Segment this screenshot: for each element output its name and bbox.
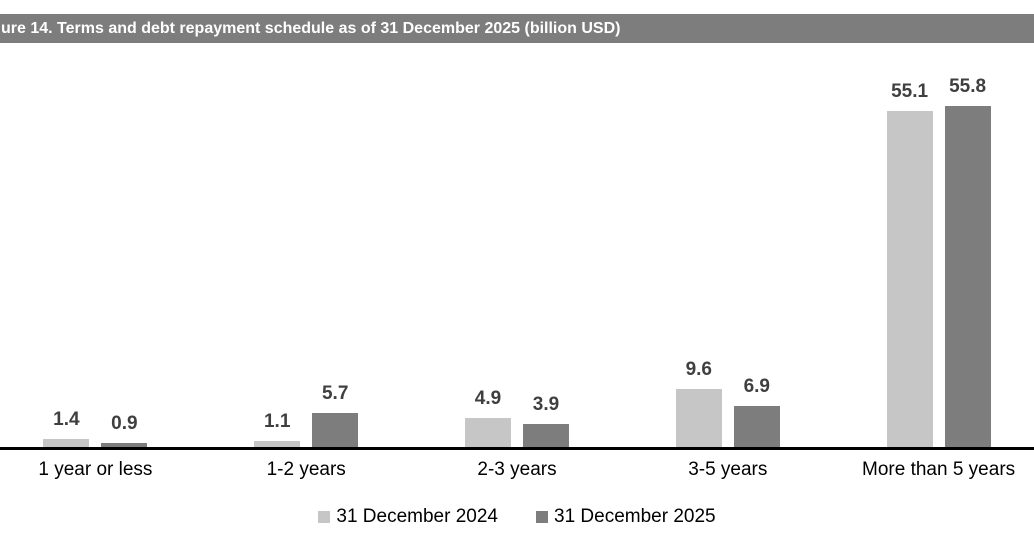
x-axis-label-more-than-5-years: More than 5 years bbox=[862, 459, 1016, 480]
bar-cell: 55.8 bbox=[944, 76, 991, 448]
x-axis-label-1-year-or-less: 1 year or less bbox=[38, 459, 153, 480]
bar-31-december-2024 bbox=[43, 439, 90, 448]
value-label: 1.4 bbox=[53, 409, 80, 431]
bar-cell: 9.6 bbox=[675, 359, 722, 448]
bar-31-december-2025 bbox=[944, 106, 991, 448]
legend-label: 31 December 2024 bbox=[336, 506, 498, 527]
x-axis-label-1-2-years: 1-2 years bbox=[266, 459, 346, 480]
x-axis-label-3-5-years: 3-5 years bbox=[688, 459, 768, 480]
bar-cell: 6.9 bbox=[733, 375, 780, 448]
figure-title: ure 14. Terms and debt repayment schedul… bbox=[1, 20, 621, 37]
value-label: 0.9 bbox=[111, 412, 138, 434]
legend: 31 December 2024 31 December 2025 bbox=[0, 506, 1034, 528]
bar-group-more-than-5-years: 55.1 55.8 bbox=[833, 50, 1034, 448]
bar-31-december-2024 bbox=[675, 389, 722, 448]
bar-cell: 4.9 bbox=[464, 388, 511, 448]
legend-label: 31 December 2025 bbox=[554, 506, 716, 527]
bar-31-december-2025 bbox=[522, 424, 569, 448]
bar-cell: 55.1 bbox=[886, 80, 933, 448]
bar-31-december-2025 bbox=[101, 442, 148, 448]
x-axis-label-2-3-years: 2-3 years bbox=[477, 459, 557, 480]
legend-swatch-31-december-2025 bbox=[536, 511, 548, 523]
bar-31-december-2024 bbox=[886, 110, 933, 448]
bar-group-1-2-years: 1.1 5.7 bbox=[201, 50, 412, 448]
value-label: 9.6 bbox=[685, 359, 712, 381]
value-label: 5.7 bbox=[321, 383, 349, 405]
bar-cell: 1.4 bbox=[43, 409, 90, 448]
value-label: 3.9 bbox=[532, 394, 560, 416]
bar-group-1-year-or-less: 1.4 0.9 bbox=[0, 50, 201, 448]
value-label: 4.9 bbox=[474, 388, 502, 409]
figure-title-bar: ure 14. Terms and debt repayment schedul… bbox=[0, 14, 1034, 43]
bar-cell: 5.7 bbox=[312, 383, 359, 448]
bar-cell: 3.9 bbox=[522, 394, 569, 448]
bar-31-december-2024 bbox=[464, 418, 511, 448]
plot-area: 1.4 0.9 1.1 5.7 4.9 3.9 9.6 6.9 55.1 55.8 bbox=[0, 50, 1034, 448]
legend-item-31-december-2025: 31 December 2025 bbox=[536, 506, 716, 528]
x-axis-line bbox=[0, 447, 1034, 450]
value-label: 6.9 bbox=[743, 375, 770, 397]
value-label: 1.1 bbox=[263, 411, 291, 433]
value-label: 55.8 bbox=[949, 76, 987, 98]
legend-swatch-31-december-2024 bbox=[318, 511, 331, 523]
bar-cell: 0.9 bbox=[101, 412, 148, 448]
bar-group-3-5-years: 9.6 6.9 bbox=[622, 50, 833, 448]
bar-31-december-2025 bbox=[733, 405, 780, 448]
x-axis-labels: 1 year or less 1-2 years 2-3 years 3-5 year… bbox=[0, 459, 1034, 481]
value-label: 55.1 bbox=[891, 80, 929, 102]
bar-group-2-3-years: 4.9 3.9 bbox=[412, 50, 623, 448]
legend-item-31-december-2024: 31 December 2024 bbox=[318, 506, 498, 528]
bar-31-december-2025 bbox=[312, 413, 359, 448]
bar-cell: 1.1 bbox=[254, 411, 301, 448]
bar-31-december-2024 bbox=[254, 441, 301, 448]
